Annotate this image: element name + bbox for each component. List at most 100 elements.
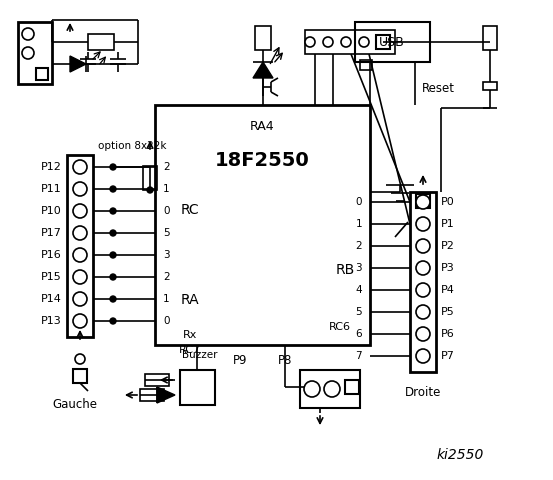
- Circle shape: [323, 37, 333, 47]
- Bar: [145, 374, 169, 386]
- Text: P17: P17: [41, 228, 62, 238]
- Text: P6: P6: [441, 329, 455, 339]
- Polygon shape: [70, 56, 86, 72]
- Circle shape: [416, 261, 430, 275]
- Circle shape: [110, 252, 116, 258]
- Circle shape: [73, 314, 87, 328]
- Text: P11: P11: [41, 184, 62, 194]
- Circle shape: [110, 230, 116, 236]
- Circle shape: [110, 164, 116, 170]
- Text: RC7: RC7: [179, 345, 201, 355]
- Text: 5: 5: [356, 307, 362, 317]
- Circle shape: [110, 274, 116, 280]
- Text: Droite: Droite: [405, 385, 441, 398]
- Polygon shape: [253, 62, 273, 78]
- Text: 0: 0: [163, 316, 170, 326]
- Text: RA: RA: [181, 293, 199, 307]
- Text: 3: 3: [163, 250, 170, 260]
- Circle shape: [73, 204, 87, 218]
- Text: P12: P12: [41, 162, 62, 172]
- Circle shape: [324, 381, 340, 397]
- Circle shape: [147, 187, 153, 193]
- Bar: [360, 60, 372, 70]
- Text: 1: 1: [163, 184, 170, 194]
- Circle shape: [73, 182, 87, 196]
- Text: P15: P15: [41, 272, 62, 282]
- Bar: [18, 22, 52, 84]
- Text: USB: USB: [379, 36, 405, 48]
- Circle shape: [416, 195, 430, 209]
- Circle shape: [304, 381, 320, 397]
- Bar: [483, 26, 497, 50]
- Circle shape: [416, 349, 430, 363]
- Text: 18F2550: 18F2550: [215, 151, 310, 169]
- Text: P3: P3: [441, 263, 455, 273]
- Text: 1: 1: [163, 294, 170, 304]
- Bar: [483, 82, 497, 90]
- Circle shape: [305, 37, 315, 47]
- Bar: [36, 68, 48, 80]
- Circle shape: [416, 283, 430, 297]
- Text: 2: 2: [163, 272, 170, 282]
- Bar: [255, 26, 271, 50]
- Text: P16: P16: [41, 250, 62, 260]
- Text: 0: 0: [163, 206, 170, 216]
- Text: RA4: RA4: [250, 120, 275, 133]
- Circle shape: [416, 239, 430, 253]
- Polygon shape: [157, 387, 175, 403]
- Text: P13: P13: [41, 316, 62, 326]
- Circle shape: [359, 37, 369, 47]
- Text: P14: P14: [41, 294, 62, 304]
- Text: Gauche: Gauche: [53, 398, 97, 411]
- Circle shape: [73, 292, 87, 306]
- Text: P10: P10: [41, 206, 62, 216]
- Text: RC: RC: [181, 203, 199, 217]
- Bar: [67, 155, 93, 337]
- Bar: [140, 389, 164, 401]
- Text: 7: 7: [356, 351, 362, 361]
- Circle shape: [416, 217, 430, 231]
- Bar: [300, 370, 360, 408]
- Bar: [73, 369, 87, 383]
- Text: P4: P4: [441, 285, 455, 295]
- Text: ki2550: ki2550: [436, 448, 484, 462]
- Text: P9: P9: [233, 353, 247, 367]
- Text: 1: 1: [356, 219, 362, 229]
- Circle shape: [73, 160, 87, 174]
- Bar: [355, 22, 430, 62]
- Text: RB: RB: [335, 263, 354, 277]
- Text: P2: P2: [441, 241, 455, 251]
- Circle shape: [110, 208, 116, 214]
- Text: P5: P5: [441, 307, 455, 317]
- Text: P8: P8: [278, 353, 292, 367]
- Text: 2: 2: [163, 162, 170, 172]
- Circle shape: [22, 47, 34, 59]
- Text: 2: 2: [356, 241, 362, 251]
- Bar: [143, 166, 157, 190]
- Circle shape: [110, 318, 116, 324]
- Text: 3: 3: [356, 263, 362, 273]
- Circle shape: [416, 327, 430, 341]
- Circle shape: [73, 226, 87, 240]
- Text: Rx: Rx: [183, 330, 197, 340]
- Text: Reset: Reset: [422, 82, 455, 95]
- Text: P0: P0: [441, 197, 455, 207]
- Text: P1: P1: [441, 219, 455, 229]
- Text: 5: 5: [163, 228, 170, 238]
- Circle shape: [110, 186, 116, 192]
- Bar: [410, 192, 436, 372]
- Bar: [180, 370, 215, 405]
- Bar: [416, 194, 430, 208]
- Bar: [88, 34, 114, 50]
- Text: 6: 6: [356, 329, 362, 339]
- Circle shape: [110, 296, 116, 302]
- Text: Buzzer: Buzzer: [182, 350, 218, 360]
- Circle shape: [73, 270, 87, 284]
- Circle shape: [416, 305, 430, 319]
- Circle shape: [22, 28, 34, 40]
- Bar: [345, 380, 359, 394]
- Bar: [376, 35, 390, 49]
- Text: P7: P7: [441, 351, 455, 361]
- Circle shape: [73, 248, 87, 262]
- Circle shape: [75, 354, 85, 364]
